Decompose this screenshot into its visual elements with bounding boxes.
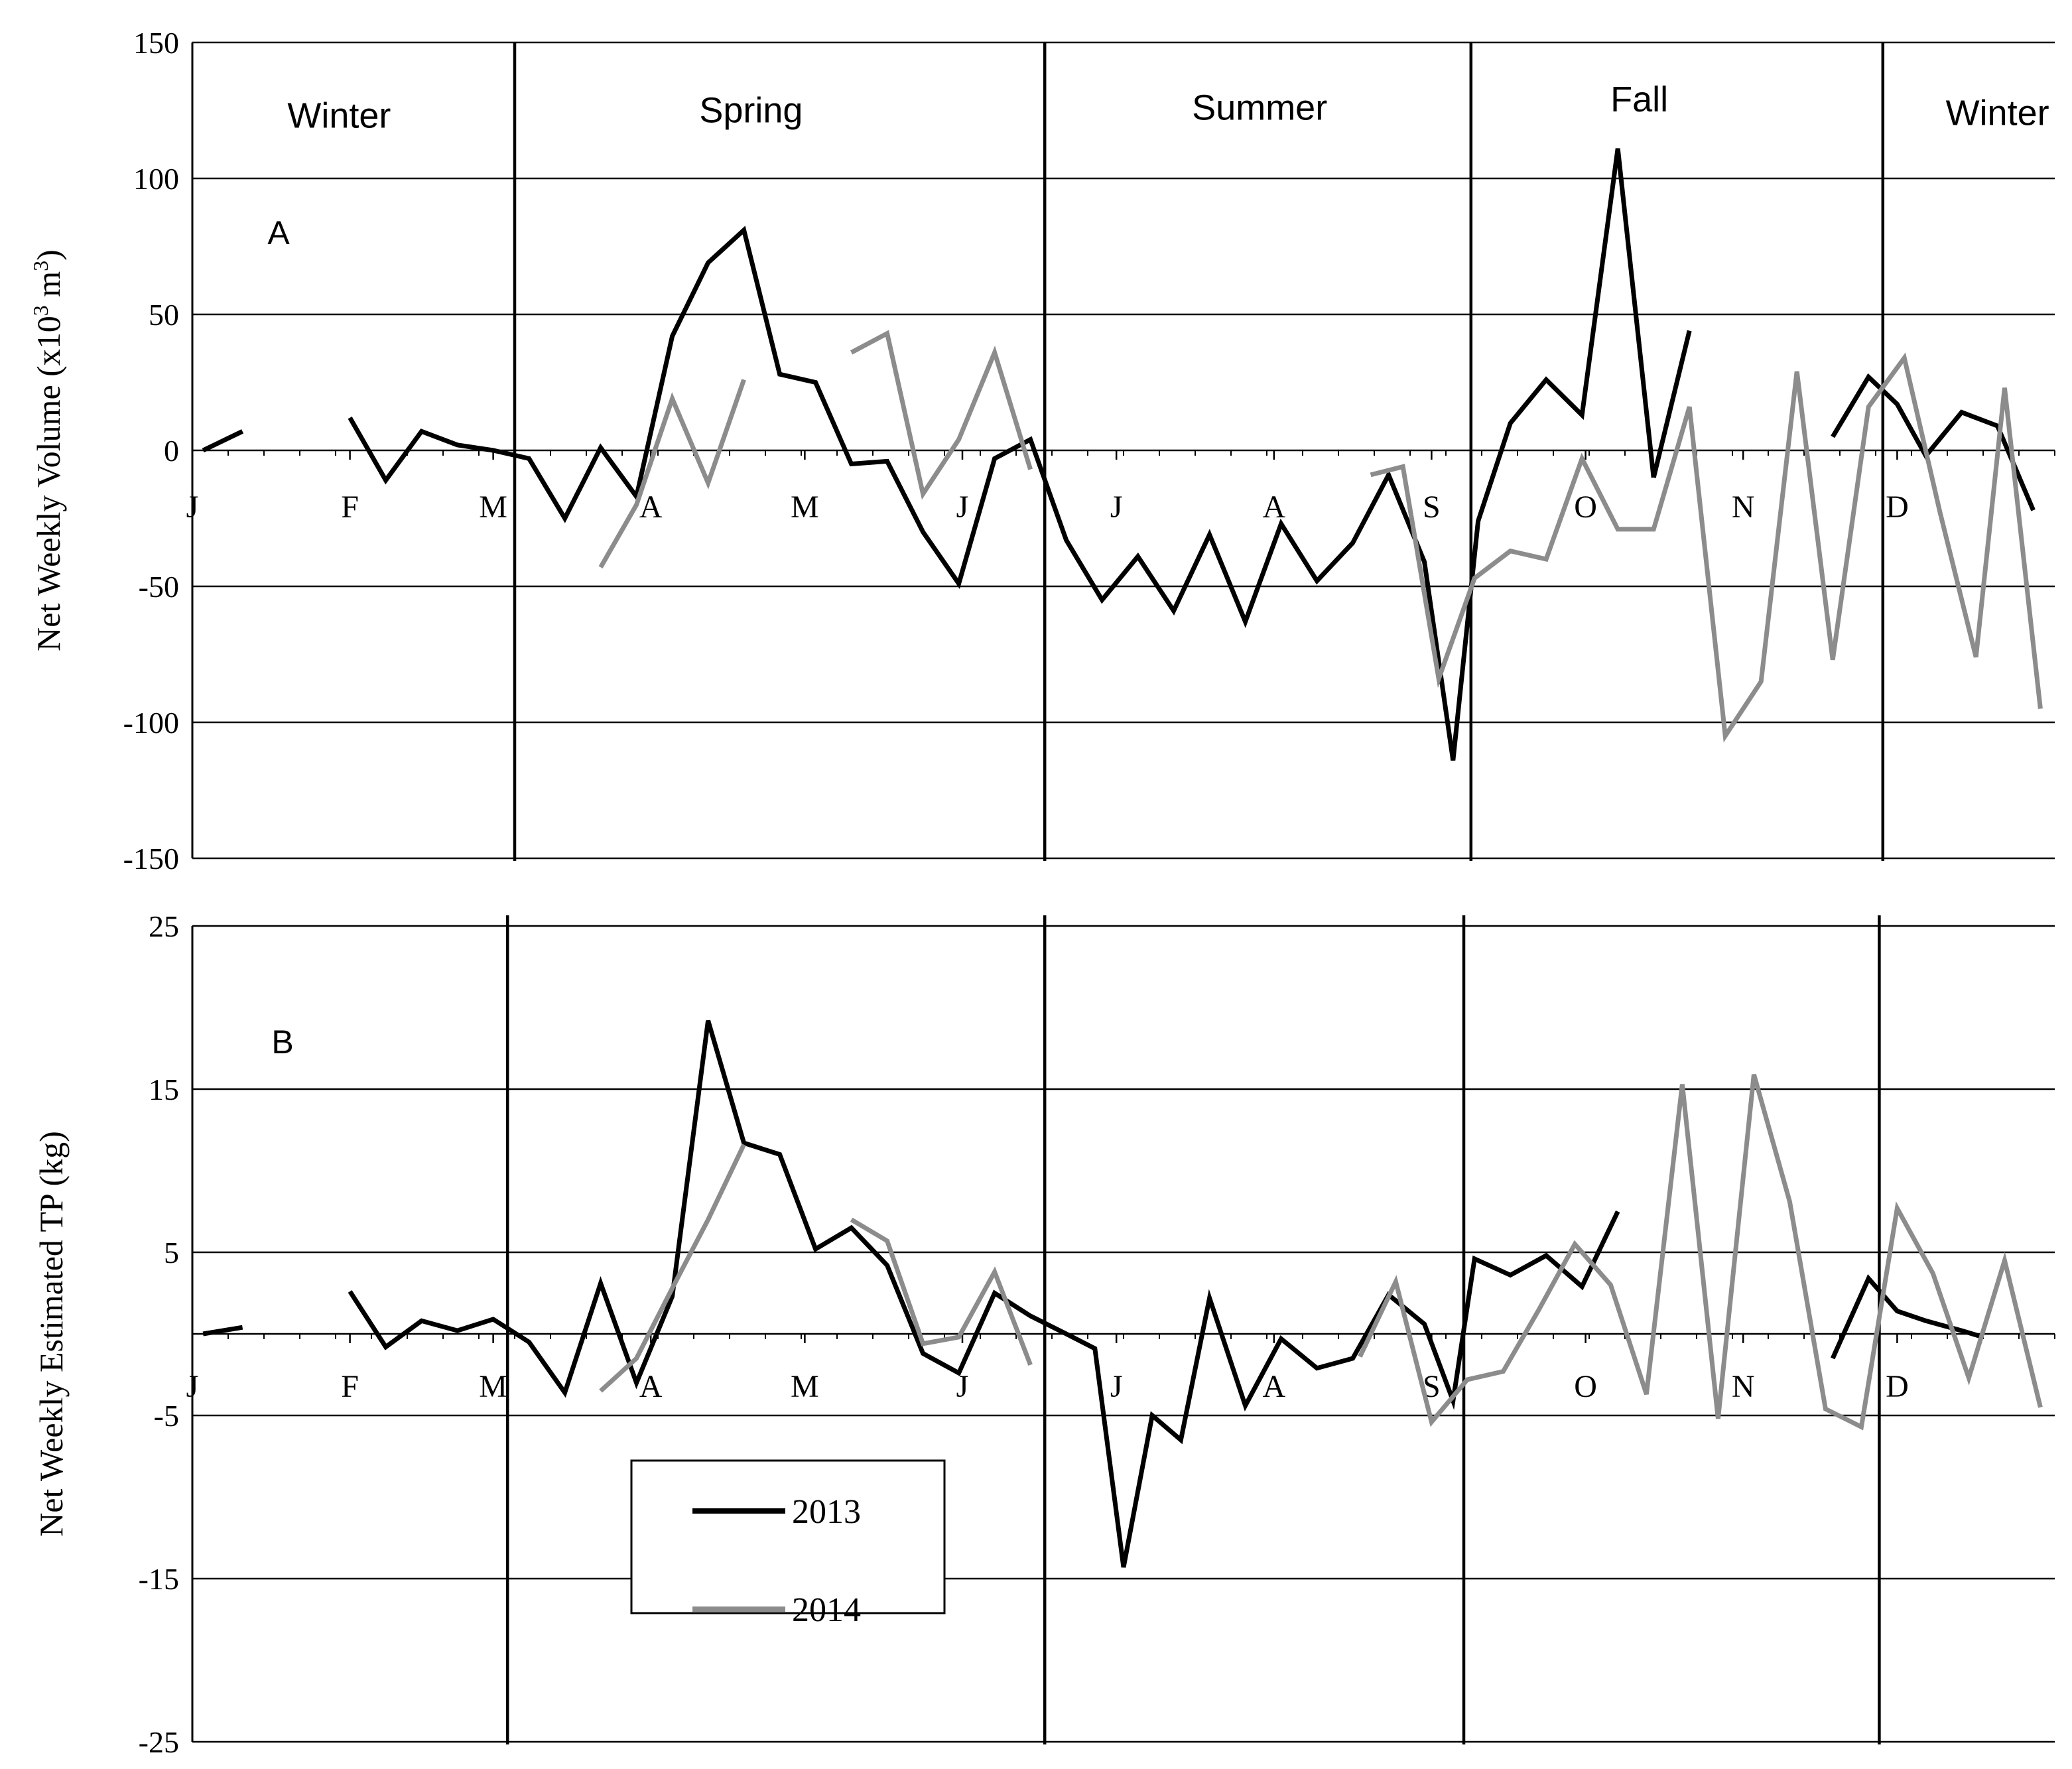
- series-line-2013: [202, 429, 244, 453]
- y-tick-label: -15: [139, 1562, 179, 1596]
- month-label: S: [1423, 490, 1441, 525]
- month-label: J: [186, 1369, 199, 1404]
- month-label: A: [639, 490, 663, 525]
- y-axis-label-part: Net Weekly Volume (x10: [30, 316, 67, 651]
- series-line-2014: [1358, 1073, 2043, 1431]
- series-line-2013: [202, 1325, 243, 1337]
- legend: 2013 2014: [630, 1459, 946, 1629]
- y-tick-label: 150: [133, 26, 179, 60]
- y-tick-label: -150: [123, 842, 179, 876]
- month-label: M: [479, 1369, 507, 1404]
- y-axis-label-superscript: 3: [29, 305, 52, 316]
- series-line-2014: [1370, 352, 2043, 743]
- series-line-2014: [598, 379, 746, 569]
- month-label: J: [956, 490, 969, 525]
- y-axis-label-part: m: [30, 271, 67, 306]
- month-label: M: [791, 490, 819, 525]
- month-label: N: [1732, 1369, 1755, 1404]
- month-label: N: [1732, 490, 1755, 525]
- series-line-2014: [599, 1144, 746, 1393]
- month-label: A: [639, 1369, 663, 1404]
- panel-a-volume-chart: -150 -100 -50 0 50 100 150 J F M A M J J A S O N D Winter Sp…: [29, 26, 2055, 876]
- y-tick-label: -50: [139, 570, 179, 604]
- month-label: J: [956, 1369, 969, 1404]
- legend-label-2013: 2013: [792, 1493, 861, 1531]
- series-line-2014: [850, 330, 1033, 500]
- month-label: J: [1110, 490, 1123, 525]
- y-tick-label: -25: [139, 1725, 179, 1759]
- month-label: M: [479, 490, 507, 525]
- y-axis-label: Net Weekly Estimated TP (kg): [32, 1131, 70, 1537]
- season-label: Spring: [699, 91, 803, 131]
- month-label: O: [1574, 1369, 1597, 1404]
- series-line-2013: [348, 1019, 1620, 1568]
- panel-label: B: [271, 1023, 293, 1061]
- month-label: F: [341, 490, 359, 525]
- series-line-2013: [348, 148, 1656, 761]
- month-label: F: [341, 1369, 359, 1404]
- month-label: A: [1262, 1369, 1285, 1404]
- y-tick-label: 50: [149, 298, 179, 332]
- season-label: Summer: [1192, 88, 1327, 127]
- y-tick-label: -100: [123, 706, 179, 740]
- legend-box: [630, 1459, 946, 1614]
- y-axis-label-part: ): [30, 249, 67, 261]
- month-label: D: [1886, 1369, 1909, 1404]
- y-axis-label-superscript: 3: [29, 261, 52, 271]
- month-label: D: [1886, 490, 1909, 525]
- month-label: J: [1110, 1369, 1123, 1404]
- month-label: J: [186, 490, 199, 525]
- y-tick-label: 0: [164, 434, 179, 468]
- series-line-2013: [1651, 330, 1692, 478]
- month-label: O: [1574, 490, 1597, 525]
- y-tick-label: 25: [149, 909, 179, 943]
- series-line-2013: [1831, 1274, 1984, 1360]
- month-label: A: [1262, 490, 1285, 525]
- y-tick-label: 100: [133, 162, 179, 196]
- month-label: M: [791, 1369, 819, 1404]
- y-tick-label: 5: [164, 1236, 179, 1270]
- y-tick-label: 15: [149, 1073, 179, 1106]
- y-axis-label: Net Weekly Volume (x103 m3): [29, 249, 67, 651]
- season-label: Fall: [1610, 80, 1668, 119]
- panel-label: A: [267, 214, 290, 251]
- season-label: Winter: [287, 96, 391, 136]
- y-tick-label: -5: [154, 1399, 179, 1433]
- season-label: Winter: [1946, 94, 2049, 133]
- legend-label-2014: 2014: [792, 1591, 861, 1629]
- series-line-2014: [850, 1217, 1033, 1366]
